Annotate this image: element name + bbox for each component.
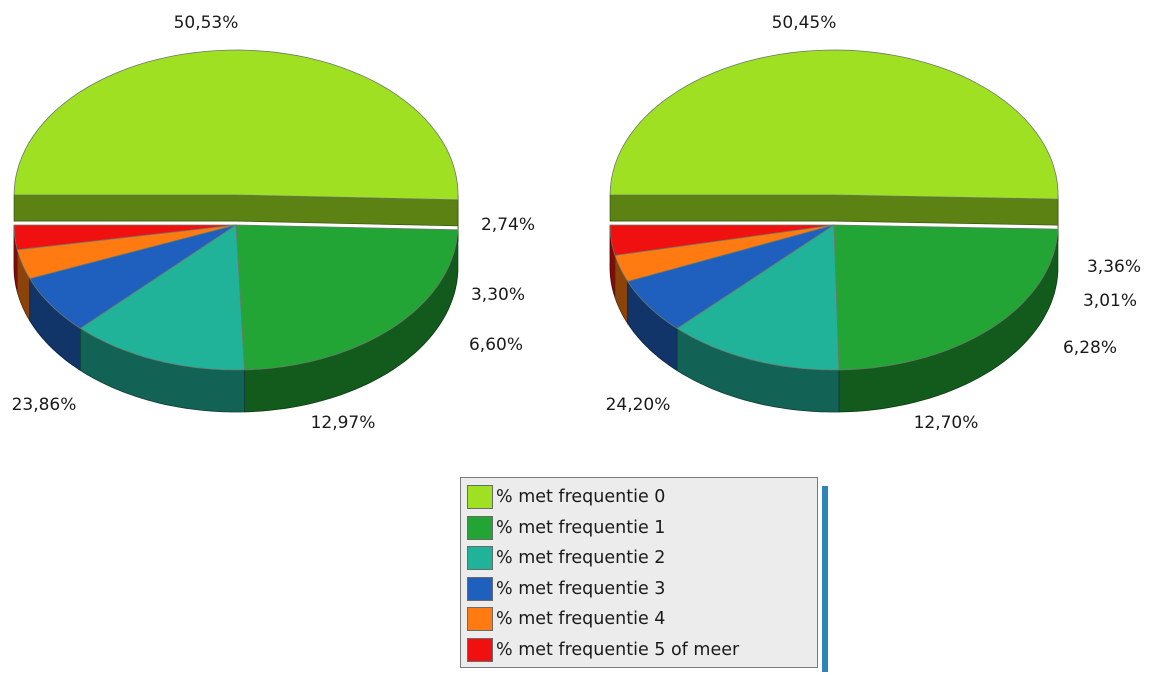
legend-item-frequency-3: % met frequentie 3 [467, 574, 817, 605]
legend-label: % met frequentie 0 [496, 487, 666, 508]
pie-slice-pct-met-frequentie-2 [676, 224, 840, 413]
data-label-pct-met-frequentie-0: 50,53% [174, 13, 239, 33]
data-label-pct-met-frequentie-3: 6,60% [469, 335, 523, 355]
legend-item-frequency-2: % met frequentie 2 [467, 543, 817, 574]
pie-slice-pct-met-frequentie-2 [79, 224, 245, 413]
data-label-pct-met-frequentie-1: 24,20% [606, 395, 671, 415]
pie-slice-top [833, 224, 1059, 371]
legend-label: % met frequentie 2 [496, 548, 666, 569]
pie-slice-top [609, 49, 1059, 200]
legend-shadow [822, 486, 828, 672]
pie-slice-top [676, 224, 840, 371]
legend-item-frequency-5-or-more: % met frequentie 5 of meer [467, 635, 817, 666]
pie-chart-1: 50,53% 23,86% 12,97% 6,60% 3,30% 2,74% [12, 13, 535, 433]
pie-slice-pct-met-frequentie-1 [833, 224, 1059, 413]
pie-slice-pct-met-frequentie-0 [13, 49, 459, 242]
legend: % met frequentie 0 % met frequentie 1 % … [460, 477, 818, 668]
pie-slice-edge [609, 194, 1059, 226]
pie-slice-pct-met-frequentie-0 [609, 49, 1059, 242]
legend-label: % met frequentie 1 [496, 517, 666, 538]
pie-slice-pct-met-frequentie-4 [614, 224, 835, 325]
data-label-pct-met-frequentie-1: 23,86% [12, 395, 77, 415]
pie-slice-top [79, 224, 245, 371]
pie-slice-edge [13, 194, 459, 227]
pie-slice-top [13, 49, 459, 201]
data-label-pct-met-frequentie-2: 12,70% [914, 413, 979, 433]
data-label-pct-met-frequentie-0: 50,45% [772, 13, 837, 33]
pie-slice-pct-met-frequentie-3 [29, 224, 237, 372]
pie-chart-2: 50,45% 24,20% 12,70% 6,28% 3,01% 3,36% [606, 13, 1141, 433]
legend-swatch-frequency-3 [467, 576, 493, 601]
pie-slice-top [614, 224, 835, 282]
pie-slice-top [627, 224, 835, 329]
legend-item-frequency-0: % met frequentie 0 [467, 482, 817, 513]
pie-slice-pct-met-frequentie-4 [16, 224, 237, 323]
data-label-pct-met-frequentie-4: 3,01% [1083, 291, 1137, 311]
legend-label: % met frequentie 5 of meer [496, 639, 740, 660]
data-label-pct-met-frequentie-5-of-meer: 2,74% [481, 215, 535, 235]
legend-item-frequency-4: % met frequentie 4 [467, 604, 817, 635]
pie-slice-pct-met-frequentie-3 [627, 224, 835, 372]
pie-slice-pct-met-frequentie-1 [235, 224, 459, 413]
pie-slice-top [16, 224, 237, 280]
legend-swatch-frequency-2 [467, 546, 493, 571]
pie-slice-top [235, 224, 459, 371]
pie-slice-top [29, 224, 237, 329]
legend-item-frequency-1: % met frequentie 1 [467, 513, 817, 544]
legend-swatch-frequency-0 [467, 485, 493, 510]
legend-swatch-frequency-1 [467, 515, 493, 540]
legend-swatch-frequency-4 [467, 607, 493, 632]
legend-swatch-frequency-5-or-more [467, 637, 493, 662]
data-label-pct-met-frequentie-3: 6,28% [1063, 338, 1117, 358]
data-label-pct-met-frequentie-4: 3,30% [471, 285, 525, 305]
data-label-pct-met-frequentie-5-of-meer: 3,36% [1087, 257, 1141, 277]
legend-label: % met frequentie 4 [496, 609, 666, 630]
legend-label: % met frequentie 3 [496, 578, 666, 599]
data-label-pct-met-frequentie-2: 12,97% [311, 413, 376, 433]
